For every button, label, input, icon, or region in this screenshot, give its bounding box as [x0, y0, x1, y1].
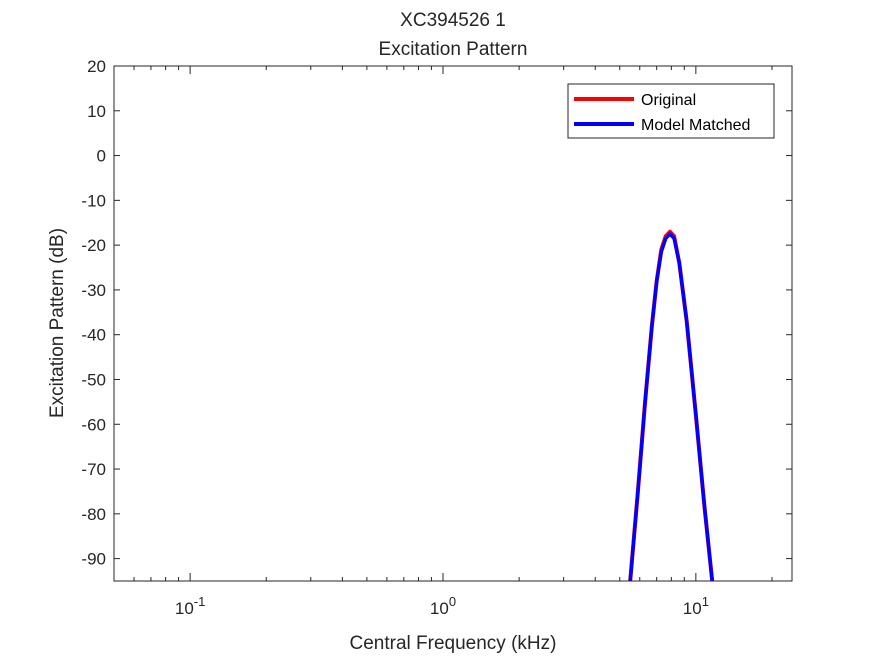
chart-subtitle: Excitation Pattern [379, 39, 528, 60]
legend-label-original: Original [641, 92, 696, 109]
chart-title: XC394526 1 [400, 10, 506, 31]
x-axis-ticks: 10-1 100 101 [175, 66, 709, 618]
plot-area [113, 65, 793, 582]
y-tick-label: -20 [81, 236, 106, 255]
y-tick-label: -80 [81, 505, 106, 524]
x-tick-label: 10-1 [175, 594, 205, 618]
y-tick-label: -10 [81, 191, 106, 210]
x-axis-title: Central Frequency (kHz) [350, 633, 557, 654]
y-tick-label: -50 [81, 370, 106, 389]
x-tick-label: 101 [683, 594, 709, 618]
y-axis-title: Excitation Pattern (dB) [47, 228, 68, 418]
y-tick-label: -40 [81, 326, 106, 345]
y-tick-label: 20 [87, 57, 106, 76]
y-tick-label: -70 [81, 460, 106, 479]
series-group [628, 229, 715, 581]
y-tick-label: -30 [81, 281, 106, 300]
legend-box [567, 83, 775, 139]
legend-label-model-matched: Model Matched [641, 117, 750, 134]
legend: Original Model Matched [567, 83, 775, 139]
y-tick-label: 0 [97, 147, 106, 166]
y-tick-label: -60 [81, 415, 106, 434]
series-line-model-matched [628, 232, 714, 581]
y-axis-ticks: 20 10 0 -10 -20 -30 -40 -50 -60 -70 -80 -90 [81, 57, 792, 569]
x-tick-label: 100 [430, 594, 456, 618]
y-tick-label: 10 [87, 102, 106, 121]
y-tick-label: -90 [81, 550, 106, 569]
x-axis-minor-ticks [133, 66, 773, 581]
